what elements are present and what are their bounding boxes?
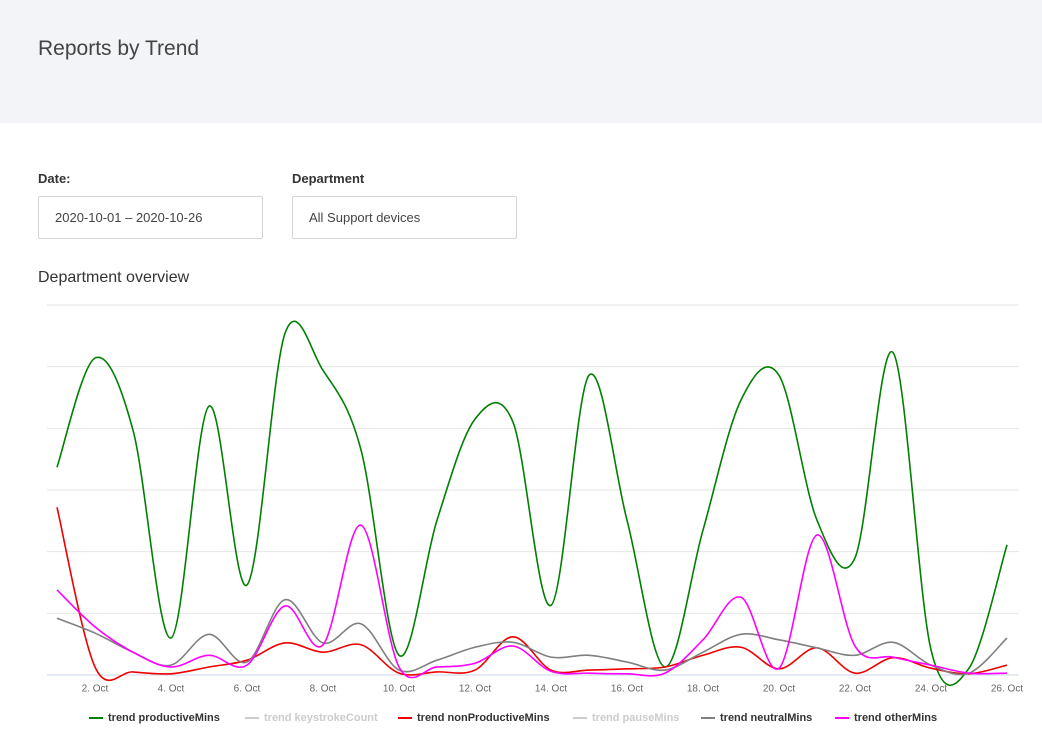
x-tick-label: 20. Oct (763, 684, 795, 695)
series-line (56, 507, 1008, 682)
x-tick-label: 14. Oct (535, 684, 567, 695)
department-select[interactable]: All Support devices (292, 196, 517, 239)
x-tick-label: 10. Oct (383, 684, 415, 695)
legend-label[interactable]: trend nonProductiveMins (417, 712, 550, 724)
x-tick-label: 22. Oct (839, 684, 871, 695)
legend-label[interactable]: trend otherMins (854, 712, 937, 724)
legend-label[interactable]: trend neutralMins (720, 712, 812, 724)
x-tick-label: 2. Oct (82, 684, 109, 695)
header: Reports by Trend (0, 0, 1042, 123)
x-tick-label: 26. Oct (991, 684, 1023, 695)
page-title: Reports by Trend (38, 37, 200, 60)
x-tick-label: 4. Oct (158, 684, 185, 695)
x-tick-label: 8. Oct (310, 684, 337, 695)
series-line (56, 320, 1008, 687)
department-label: Department (292, 171, 365, 186)
legend-label[interactable]: trend pauseMins (592, 712, 679, 724)
date-picker[interactable]: 2020-10-01 – 2020-10-26 (38, 196, 263, 239)
chart-title: Department overview (38, 269, 190, 286)
x-tick-label: 6. Oct (234, 684, 261, 695)
x-tick-label: 16. Oct (611, 684, 643, 695)
x-tick-label: 12. Oct (459, 684, 491, 695)
legend-label[interactable]: trend keystrokeCount (264, 712, 378, 724)
x-tick-label: 18. Oct (687, 684, 719, 695)
date-label: Date: (38, 171, 71, 186)
series-line (56, 598, 1008, 676)
series-line (56, 524, 1008, 679)
legend-label[interactable]: trend productiveMins (108, 712, 220, 724)
x-tick-label: 24. Oct (915, 684, 947, 695)
